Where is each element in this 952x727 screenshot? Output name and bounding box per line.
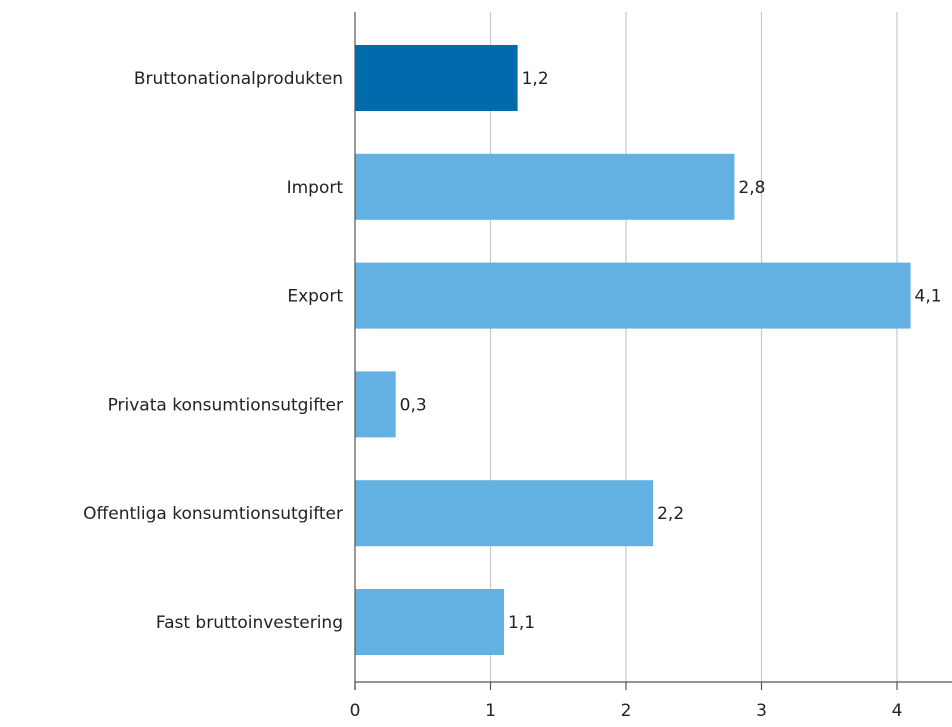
data-label-1: 2,8 [738, 178, 765, 198]
bars [355, 45, 911, 655]
category-label-4: Offentliga konsumtionsutgifter [83, 504, 343, 524]
category-label-1: Import [287, 178, 344, 198]
x-tick-label-1: 1 [485, 701, 496, 721]
bar-5 [355, 589, 505, 655]
grid-lines [489, 12, 898, 682]
category-label-3: Privata konsumtionsutgifter [108, 395, 343, 415]
bar-3 [355, 371, 396, 438]
data-label-3: 0,3 [400, 395, 427, 415]
x-tick-label-3: 3 [756, 701, 767, 721]
category-label-5: Fast bruttoinvestering [156, 613, 343, 633]
bar-2 [355, 262, 911, 329]
x-tick-label-2: 2 [621, 701, 632, 721]
axes [354, 12, 952, 690]
category-label-0: Bruttonationalprodukten [134, 69, 343, 89]
bar-0 [355, 45, 518, 111]
data-label-5: 1,1 [508, 613, 535, 633]
category-label-2: Export [287, 287, 343, 307]
x-tick-label-4: 4 [892, 701, 903, 721]
x-tick-label-0: 0 [350, 701, 361, 721]
labels: 1,2 Bruttonationalprodukten 2,8 Import 4,1 Ex… [83, 69, 941, 721]
data-label-0: 1,2 [522, 69, 549, 89]
bar-1 [355, 153, 735, 220]
bar-4 [355, 480, 654, 547]
data-label-4: 2,2 [657, 504, 684, 524]
data-label-2: 4,1 [915, 287, 942, 307]
